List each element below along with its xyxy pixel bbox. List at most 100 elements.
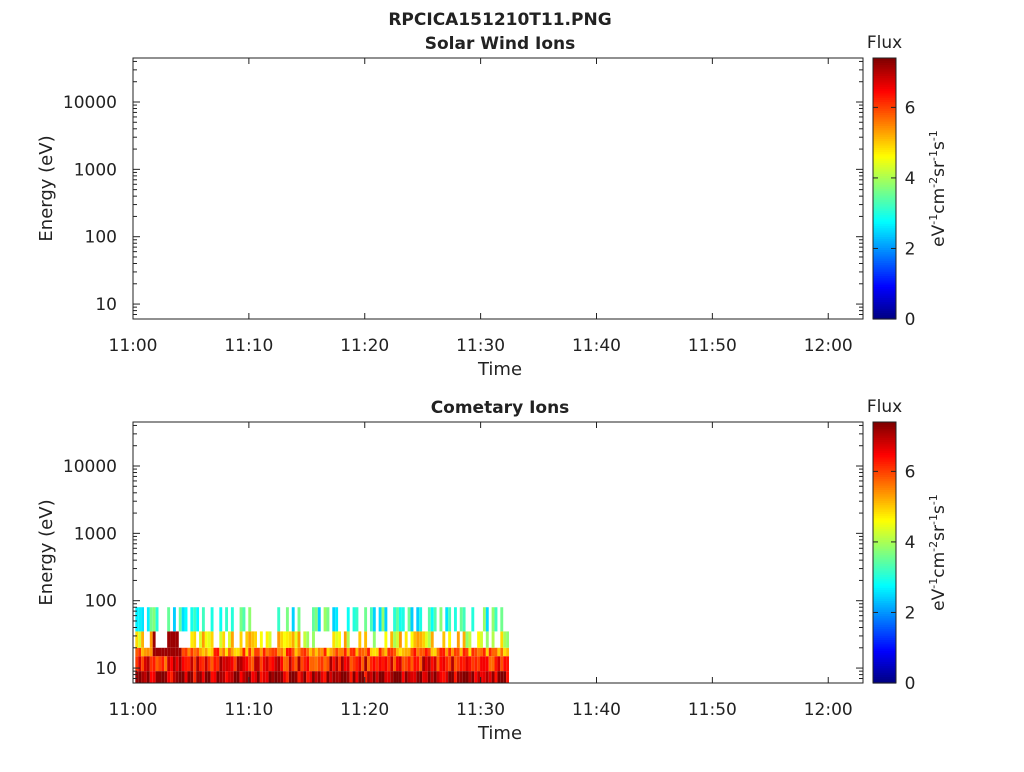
flux-cell	[407, 607, 411, 632]
flux-cell	[280, 656, 284, 672]
colorbar-segment	[873, 58, 896, 61]
colorbar-segment	[873, 175, 896, 179]
flux-cell	[265, 631, 269, 648]
colorbar-segment	[873, 92, 896, 96]
flux-cell	[309, 671, 313, 683]
colorbar-segment	[873, 480, 896, 484]
flux-cell	[291, 647, 295, 657]
colorbar-segment	[873, 205, 896, 209]
flux-cell	[167, 671, 171, 683]
flux-cell	[352, 671, 356, 683]
colorbar-segment	[873, 445, 896, 449]
colorbar-segment	[873, 210, 896, 214]
flux-cell	[274, 671, 278, 683]
colorbar-segment	[873, 266, 896, 270]
flux-cell	[410, 631, 414, 648]
flux-cell	[497, 647, 501, 657]
colorbar-segment	[873, 181, 896, 185]
colorbar-segment	[873, 456, 896, 460]
colorbar-segment	[873, 472, 896, 475]
colorbar-segment	[873, 487, 896, 491]
colorbar-segment	[873, 286, 896, 290]
flux-cell	[384, 656, 388, 672]
colorbar-segment	[873, 166, 896, 170]
flux-cell	[468, 656, 472, 672]
colorbar-segment	[873, 60, 896, 63]
flux-cell	[314, 607, 318, 632]
flux-cell	[274, 656, 278, 672]
flux-cell	[280, 647, 284, 657]
colorbar-frame	[872, 57, 897, 320]
flux-cell	[343, 671, 347, 683]
flux-cell	[332, 656, 336, 672]
flux-cell	[135, 631, 139, 648]
flux-cell	[300, 671, 304, 683]
colorbar-segment	[873, 288, 896, 292]
flux-cell	[254, 631, 257, 648]
x-tick-label: 11:10	[224, 336, 273, 356]
flux-cell	[190, 671, 194, 683]
flux-cell	[230, 607, 234, 632]
flux-cell	[422, 631, 425, 648]
colorbar-segment	[873, 452, 896, 456]
flux-cell	[326, 607, 330, 632]
flux-cell	[346, 656, 350, 672]
flux-cell	[283, 647, 286, 657]
colorbar-segment	[873, 667, 896, 671]
flux-cell	[239, 607, 243, 632]
colorbar-segment	[873, 199, 896, 203]
flux-cell	[503, 671, 507, 683]
flux-cell	[225, 607, 229, 632]
flux-cell	[158, 656, 162, 672]
flux-cell	[352, 647, 356, 657]
flux-cell	[219, 631, 223, 648]
colorbar-segment	[873, 105, 896, 109]
flux-cell	[164, 656, 168, 672]
flux-cell	[320, 647, 324, 657]
flux-cell	[422, 656, 425, 672]
flux-cell	[500, 656, 504, 672]
colorbar-segment	[873, 528, 896, 532]
unit-part: sr	[929, 161, 949, 177]
flux-cell	[456, 631, 460, 648]
flux-cell	[384, 631, 388, 648]
flux-cell	[361, 647, 365, 657]
flux-cell	[413, 671, 417, 683]
flux-cell	[242, 607, 246, 632]
unit-exponent: -1	[927, 494, 940, 505]
flux-cell	[335, 607, 339, 632]
colorbar-segment	[873, 131, 896, 135]
flux-cell	[181, 647, 185, 657]
flux-cell	[216, 656, 220, 672]
flux-cell	[425, 631, 428, 648]
colorbar-segment	[873, 639, 896, 643]
flux-cell	[410, 656, 414, 672]
colorbar-segment	[873, 539, 896, 543]
colorbar-segment	[873, 168, 896, 172]
flux-cell	[506, 647, 510, 657]
flux-cell	[332, 647, 336, 657]
flux-cell	[433, 607, 437, 632]
colorbar-segment	[873, 576, 896, 580]
colorbar-segment	[873, 188, 896, 192]
flux-cell	[184, 607, 188, 632]
flux-cell	[155, 656, 159, 672]
flux-cell	[312, 647, 315, 657]
flux-cell	[155, 607, 159, 632]
flux-cell	[462, 607, 466, 632]
flux-cell	[416, 671, 420, 683]
flux-cell	[239, 647, 243, 657]
colorbar-segment	[873, 101, 896, 105]
flux-cell	[245, 647, 249, 657]
flux-cell	[135, 607, 139, 632]
flux-cell	[500, 671, 504, 683]
flux-cell	[210, 607, 214, 632]
flux-cell	[482, 607, 486, 632]
flux-cell	[326, 671, 330, 683]
flux-cell	[361, 656, 365, 672]
colorbar-segment	[873, 232, 896, 235]
flux-cell	[396, 631, 399, 648]
colorbar-segment	[873, 617, 896, 621]
flux-cell	[184, 671, 188, 683]
flux-cell	[193, 656, 197, 672]
